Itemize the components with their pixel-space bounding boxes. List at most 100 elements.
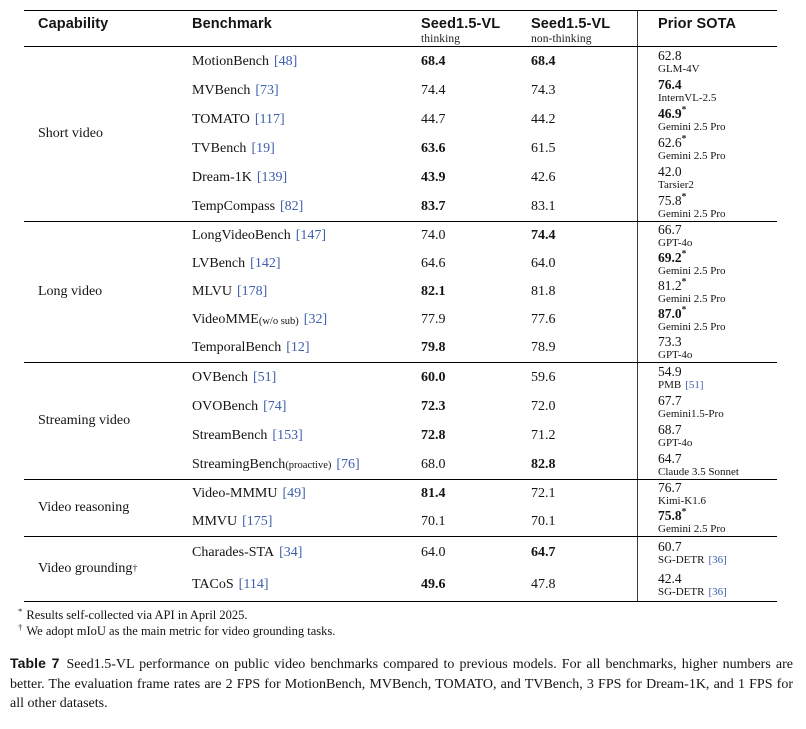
- sota-model-name: Gemini1.5-Pro: [658, 407, 724, 420]
- prior-sota-cell: 66.7 GPT-4o: [637, 222, 777, 250]
- score-thinking: 74.0: [421, 228, 446, 243]
- sota-score: 76.4: [658, 76, 682, 92]
- benchmark-name: Video-MMMU: [192, 486, 278, 501]
- table-section: Long video LongVideoBench [147] 74.0 74.4 66.…: [24, 222, 777, 363]
- prior-sota-cell: 64.7 Claude 3.5 Sonnet: [637, 450, 777, 479]
- table-row-benchmark: Dream-1K [139]: [192, 163, 421, 192]
- table-row-benchmark: Video-MMMU [49]: [192, 480, 421, 508]
- sota-score: 73.3: [658, 334, 682, 350]
- sota-score: 62.8: [658, 47, 682, 63]
- citation-link[interactable]: [139]: [256, 169, 288, 185]
- header-seed-non-thinking: Seed1.5-VL non-thinking: [531, 11, 637, 46]
- prior-sota-cell: 60.7 SG-DETR [36]: [637, 537, 777, 569]
- score-thinking: 77.9: [421, 312, 446, 327]
- citation-link[interactable]: [36]: [708, 554, 727, 567]
- score-thinking: 79.8: [421, 340, 446, 355]
- citation-link[interactable]: [51]: [253, 369, 277, 385]
- score-thinking: 64.0: [421, 545, 446, 560]
- caption-label: Table 7: [10, 655, 60, 671]
- benchmark-name: TOMATO: [192, 111, 250, 127]
- header-model2-name: Seed1.5-VL: [531, 16, 611, 32]
- citation-link[interactable]: [51]: [685, 378, 704, 391]
- caption-text: Seed1.5-VL performance on public video b…: [10, 657, 793, 711]
- benchmark-name: VideoMME: [192, 312, 259, 327]
- citation-link[interactable]: [32]: [303, 312, 328, 327]
- capability-label: Streaming video: [38, 413, 131, 428]
- citation-link[interactable]: [36]: [708, 586, 727, 599]
- prior-sota-cell: 42.4 SG-DETR [36]: [637, 569, 777, 601]
- citation-link[interactable]: [175]: [242, 514, 273, 529]
- table-row-benchmark: MMVU [175]: [192, 508, 421, 536]
- score-thinking: 64.6: [421, 256, 446, 271]
- table-section: Video grounding † Charades-STA [34] 64.0 64.7…: [24, 537, 777, 601]
- sota-model-name: GPT-4o: [658, 349, 693, 362]
- prior-sota-cell: 75.8* Gemini 2.5 Pro: [637, 508, 777, 536]
- citation-link[interactable]: [49]: [282, 486, 306, 501]
- citation-link[interactable]: [76]: [336, 456, 360, 472]
- citation-link[interactable]: [74]: [263, 398, 287, 414]
- citation-link[interactable]: [34]: [279, 545, 303, 560]
- citation-link[interactable]: [147]: [295, 228, 327, 243]
- sota-model-name: SG-DETR [36]: [658, 554, 727, 567]
- sota-score: 60.7: [658, 539, 682, 555]
- header-prior-sota: Prior SOTA: [637, 11, 777, 46]
- score-non-thinking: 71.2: [531, 427, 556, 443]
- prior-sota-cell: 46.9* Gemini 2.5 Pro: [637, 105, 777, 134]
- capability-label: Short video: [38, 126, 103, 141]
- benchmark-name: Charades-STA: [192, 545, 275, 560]
- sota-model-name: GPT-4o: [658, 237, 693, 250]
- benchmark-name: OVOBench: [192, 398, 259, 414]
- benchmark-qualifier: (proactive): [285, 460, 332, 471]
- table-caption: Table 7 Seed1.5-VL performance on public …: [10, 654, 793, 714]
- citation-link[interactable]: [114]: [238, 577, 269, 592]
- sota-score: 75.8*: [658, 192, 687, 208]
- table-row-benchmark: MotionBench [48]: [192, 47, 421, 76]
- benchmark-name: TVBench: [192, 140, 247, 156]
- sota-model-name: PMB [51]: [658, 378, 704, 391]
- header-model1-sub: thinking: [421, 33, 461, 45]
- score-thinking: 68.0: [421, 456, 446, 472]
- sota-model-name: GLM-4V: [658, 62, 700, 75]
- sota-score: 68.7: [658, 421, 682, 437]
- sota-model-name: Gemini 2.5 Pro: [658, 120, 726, 133]
- table-row-benchmark: TemporalBench [12]: [192, 334, 421, 362]
- prior-sota-cell: 76.4 InternVL-2.5: [637, 76, 777, 105]
- sota-model-name: Claude 3.5 Sonnet: [658, 465, 739, 478]
- prior-sota-cell: 62.8 GLM-4V: [637, 47, 777, 76]
- prior-sota-cell: 67.7 Gemini1.5-Pro: [637, 392, 777, 421]
- score-non-thinking: 78.9: [531, 340, 556, 355]
- table-body: Short video MotionBench [48] 68.4 68.4 62.8 GL…: [24, 47, 777, 601]
- citation-link[interactable]: [12]: [286, 340, 310, 355]
- asterisk-mark: *: [681, 305, 687, 316]
- sota-score: 42.0: [658, 163, 682, 179]
- citation-link[interactable]: [142]: [250, 256, 281, 271]
- sota-model-name: Gemini 2.5 Pro: [658, 207, 726, 220]
- citation-link[interactable]: [117]: [254, 111, 285, 127]
- score-non-thinking: 64.7: [531, 545, 556, 560]
- citation-link[interactable]: [178]: [236, 284, 268, 299]
- benchmark-name: StreamBench: [192, 427, 268, 443]
- score-thinking: 68.4: [421, 53, 446, 69]
- sota-score: 67.7: [658, 392, 682, 408]
- table-footnotes: * Results self-collected via API in April…: [18, 606, 776, 639]
- benchmark-name: StreamingBench: [192, 456, 286, 472]
- sota-model-name: Kimi-K1.6: [658, 495, 706, 508]
- citation-link[interactable]: [82]: [280, 198, 304, 214]
- sota-model-name: Gemini 2.5 Pro: [658, 523, 726, 536]
- citation-link[interactable]: [19]: [251, 140, 275, 156]
- score-thinking: 72.3: [421, 398, 446, 414]
- citation-link[interactable]: [73]: [255, 82, 279, 98]
- header-model2-sub: non-thinking: [531, 33, 592, 45]
- score-thinking: 60.0: [421, 369, 446, 385]
- citation-link[interactable]: [153]: [272, 427, 303, 443]
- table-row-benchmark: TVBench [19]: [192, 134, 421, 163]
- asterisk-mark: *: [681, 192, 687, 203]
- footnote-dagger: † We adopt mIoU as the main metric for vi…: [18, 622, 776, 639]
- footnote-asterisk: * Results self-collected via API in April…: [18, 606, 776, 623]
- sota-score: 76.7: [658, 480, 682, 496]
- score-thinking: 63.6: [421, 140, 446, 156]
- score-thinking: 74.4: [421, 82, 446, 98]
- table-row-benchmark: StreamingBench (proactive) [76]: [192, 450, 421, 479]
- prior-sota-cell: 87.0* Gemini 2.5 Pro: [637, 306, 777, 334]
- citation-link[interactable]: [48]: [274, 53, 298, 69]
